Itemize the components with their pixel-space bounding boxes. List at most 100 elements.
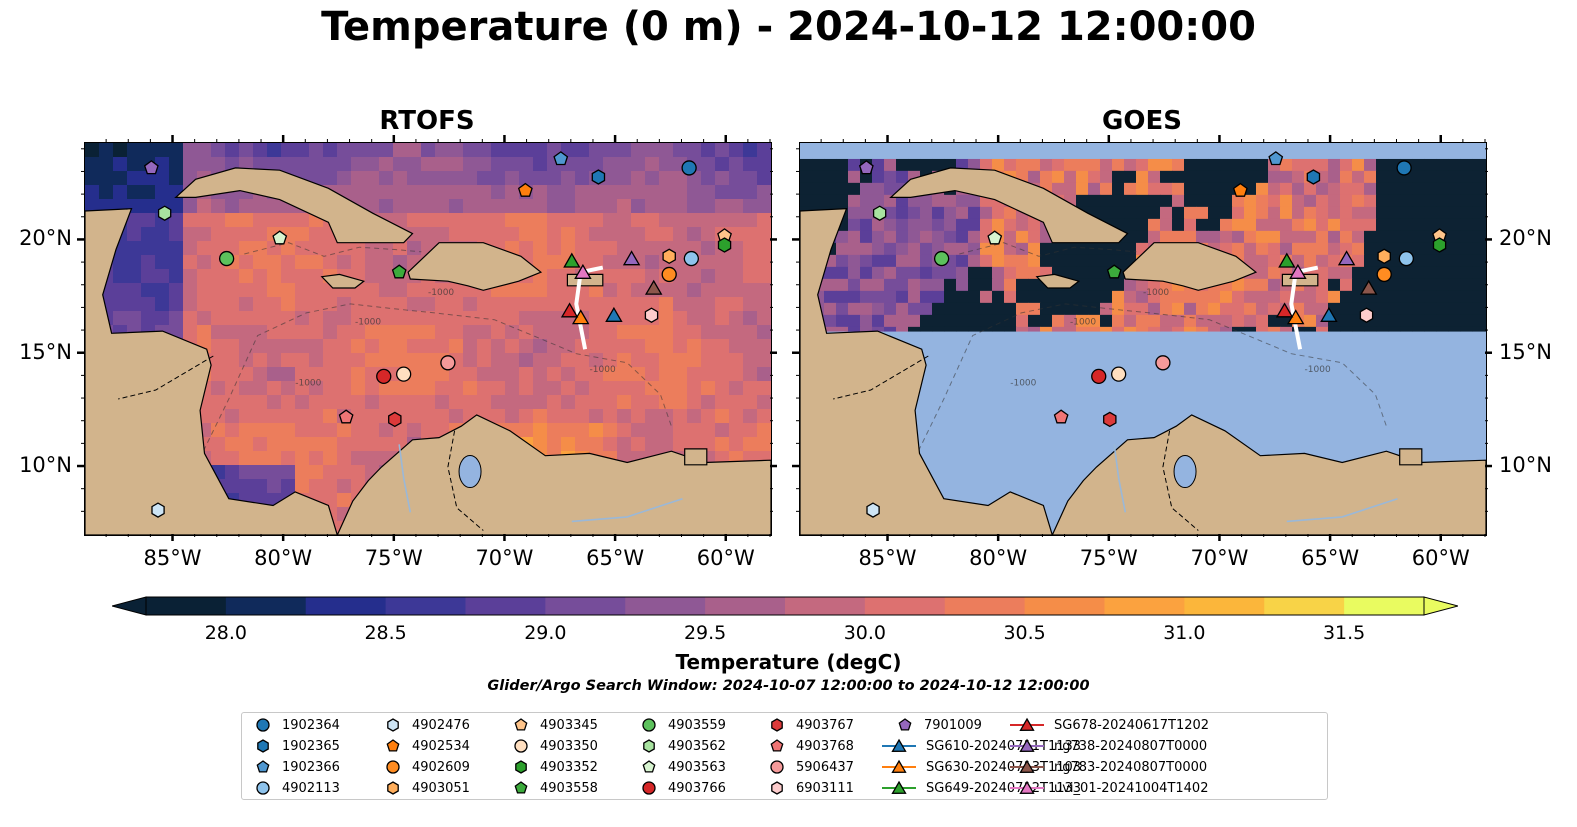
contour-label: -1000 (428, 288, 454, 298)
legend-symbol (514, 739, 528, 753)
marker-4903766 (376, 368, 392, 385)
legend-marker-circle (642, 781, 656, 795)
marker-4903350 (396, 366, 412, 382)
legend-label: 7901009 (924, 717, 982, 733)
legend-symbol (515, 760, 527, 774)
colorbar-segment (1344, 597, 1425, 615)
legend-item: ng783-20240807T0000 (1008, 757, 1207, 777)
marker-ng738-20240807T0000 (622, 250, 641, 266)
legend-symbol (1019, 780, 1035, 794)
legend-item: 1902365 (252, 736, 340, 756)
figure-title: Temperature (0 m) - 2024-10-12 12:00:00 (321, 4, 1256, 50)
marker-6903111 (644, 307, 659, 323)
goes-map[interactable]: -1000 -1000 -1000 -1000 (799, 142, 1487, 536)
panel-title-rtofs: RTOFS (379, 106, 475, 136)
legend-label: 4902113 (282, 780, 340, 796)
legend-symbol (642, 781, 656, 795)
lon-tick-label: 65°W (1301, 546, 1360, 570)
legend-marker-hexagon (387, 718, 399, 732)
legend-label: 4903559 (668, 717, 726, 733)
legend-marker-pentagon (642, 760, 656, 773)
colorbar-tick-label: 30.5 (1003, 622, 1046, 644)
colorbar-label: Temperature (degC) (675, 650, 902, 674)
marker-1902365 (591, 169, 606, 185)
legend-label: SG610-20240711T1133 (926, 738, 1082, 754)
legend-marker-circle (256, 781, 270, 795)
glider-track (574, 265, 604, 350)
legend-item: 4902476 (382, 715, 470, 735)
legend-symbol (642, 718, 656, 732)
colorbar-segment (864, 597, 946, 615)
marker-4903051 (1377, 248, 1391, 265)
legend-marker-pentagon (386, 739, 400, 752)
marker-4902609 (1376, 266, 1392, 283)
marker-ng738-20240807T0000 (1337, 250, 1356, 266)
legend-symbol (771, 781, 783, 795)
legend-marker-triangle (882, 759, 916, 773)
bathymetry-contours: -1000 -1000 -1000 -1000 (910, 242, 1387, 468)
legend-item: 4903563 (638, 757, 726, 777)
legend-label: SG649-20240712T1133 (926, 780, 1082, 796)
colorbar-tick-label: 29.5 (683, 622, 727, 644)
legend-symbol (386, 739, 400, 752)
land-jamaica (320, 273, 366, 289)
lake-maracaibo (458, 455, 482, 489)
legend-marker-circle (256, 718, 270, 732)
marker-1902364 (1396, 160, 1412, 176)
lon-tick-label: 60°W (696, 546, 755, 570)
lon-tick-label: 75°W (364, 546, 423, 570)
border (1162, 430, 1199, 531)
legend-symbol (1019, 717, 1035, 731)
contour-label: -1000 (1070, 317, 1096, 327)
legend-label: 4902534 (412, 738, 470, 754)
lon-tick-label: 70°W (475, 546, 534, 570)
colorbar-segment (385, 597, 466, 615)
legend-symbol (770, 760, 784, 774)
colorbar-segment (785, 597, 866, 615)
legend-item: 4903766 (638, 778, 726, 798)
land (800, 167, 1486, 535)
marker-4903767 (1103, 411, 1117, 428)
land-cuba (174, 167, 414, 244)
colorbar-tick-label: 31.5 (1322, 622, 1366, 644)
legend-label: SG678-20240617T1202 (1054, 717, 1210, 733)
legend-marker-circle (770, 760, 784, 774)
colorbar-extend-min (112, 596, 147, 616)
land-hisp (1122, 242, 1258, 291)
marker-4903766 (1091, 368, 1107, 385)
river (571, 497, 683, 523)
legend-item: SG610-20240711T1133 (880, 736, 1081, 756)
lat-tick-label: 20°N (19, 226, 72, 251)
colorbar-segment (146, 597, 227, 615)
legend-item: SG649-20240712T1133 (880, 778, 1081, 798)
axis-ticks (77, 135, 1492, 541)
marker-1902366 (553, 151, 569, 166)
marker-4903563 (987, 230, 1003, 245)
colorbar-segment (1024, 597, 1105, 615)
bathymetry-contours: -1000 -1000 -1000 -1000 (195, 242, 672, 468)
legend-marker-hexagon (257, 739, 269, 753)
legend-item: 4903559 (638, 715, 726, 735)
legend-label: 1902365 (282, 738, 340, 754)
legend-symbol (386, 760, 400, 774)
land (85, 167, 771, 535)
rtofs-map[interactable]: -1000 -1000 -1000 -1000 (84, 142, 772, 536)
legend-symbol (256, 781, 270, 795)
rtofs-map-canvas: -1000 -1000 -1000 -1000 (85, 143, 771, 535)
lat-tick-label: 15°N (19, 339, 72, 364)
colorbar-segment (1264, 597, 1345, 615)
legend-symbol (514, 718, 528, 731)
legend-item: 4903350 (510, 736, 598, 756)
legend-item: 4903767 (766, 715, 854, 735)
legend-item: 4903051 (382, 778, 470, 798)
legend-symbol (891, 738, 907, 752)
marker-5906437 (440, 355, 456, 371)
marker-4903768 (1053, 409, 1069, 424)
glider-track (1289, 265, 1319, 350)
marker-SG649-20240712T1133 (563, 252, 581, 268)
marker-SG678-20240617T1202 (560, 302, 579, 318)
marker-uvi_01-20241004T1402 (1289, 263, 1307, 279)
land-jamaica (1035, 273, 1081, 289)
colorbar-segment (1104, 597, 1185, 615)
marker-4902476 (866, 502, 880, 518)
